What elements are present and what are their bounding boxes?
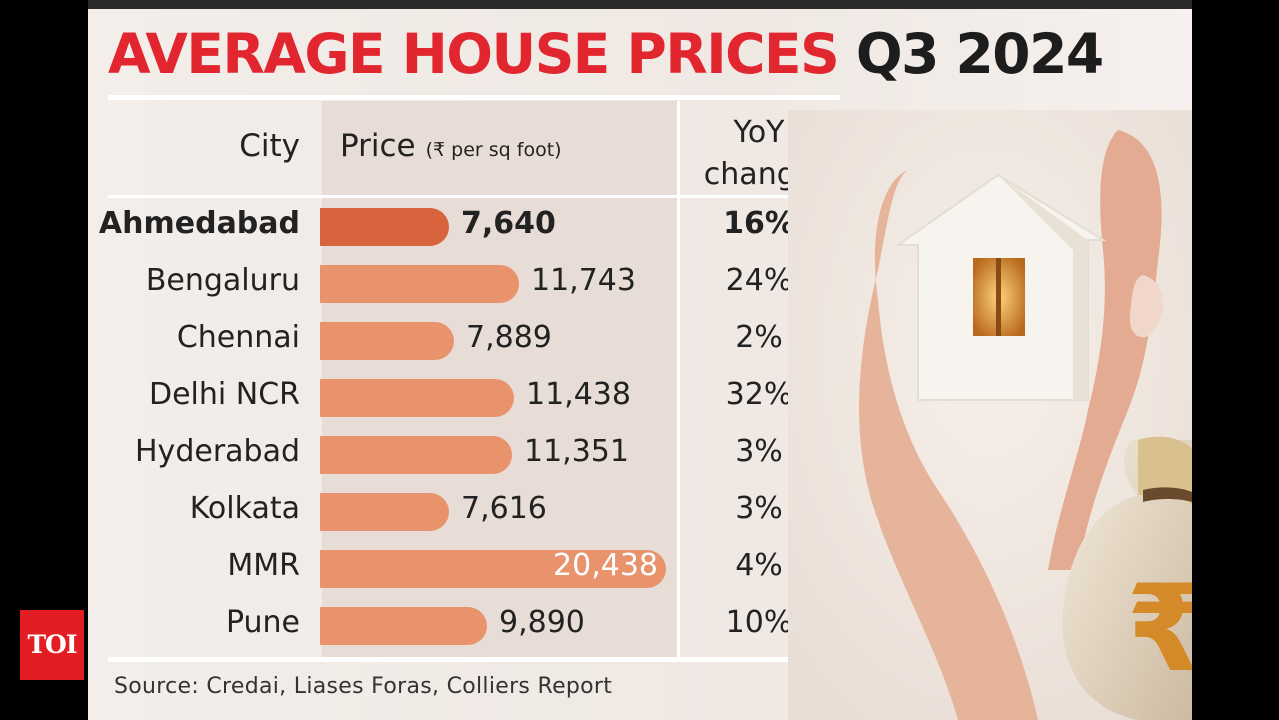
yoy-change-label: 32% — [725, 377, 793, 412]
infographic: AVERAGE HOUSE PRICES Q3 2024 City Price (… — [88, 0, 1192, 720]
price-bar — [320, 550, 666, 588]
header-city: City — [239, 128, 300, 164]
yoy-change-label: 3% — [735, 434, 783, 469]
header-price-unit: (₹ per sq foot) — [425, 139, 562, 161]
column-divider — [677, 101, 680, 657]
price-bar — [320, 322, 454, 360]
divider-header — [108, 195, 840, 198]
source-note: Source: Credai, Liases Foras, Colliers R… — [114, 674, 613, 699]
header-price: Price (₹ per sq foot) — [340, 128, 562, 164]
money-bag-icon: ₹ — [1062, 436, 1192, 720]
bar-chart: Ahmedabad 7,640 16% Bengaluru 11,743 24% Chenn… — [88, 0, 848, 720]
city-label: Ahmedabad — [98, 206, 300, 241]
price-value-label: 7,640 — [461, 206, 556, 241]
price-value-label: 7,616 — [461, 491, 547, 526]
yoy-change-label: 16% — [723, 206, 795, 241]
illustration: ₹ — [788, 110, 1192, 720]
rupee-icon: ₹ — [1126, 560, 1192, 699]
price-value-label: 11,351 — [524, 434, 629, 469]
header-price-label: Price — [340, 128, 416, 164]
yoy-change-label: 24% — [725, 263, 793, 298]
yoy-change-label: 10% — [725, 605, 793, 640]
top-border — [88, 0, 1192, 9]
house-icon — [894, 173, 1107, 401]
yoy-change-label: 4% — [735, 548, 783, 583]
price-bar — [320, 607, 487, 645]
price-bar — [320, 208, 449, 246]
yoy-change-label: 2% — [735, 320, 783, 355]
city-label: Bengaluru — [145, 263, 300, 298]
price-bar — [320, 436, 512, 474]
title-main: AVERAGE HOUSE PRICES — [108, 22, 840, 86]
city-label: Hyderabad — [135, 434, 300, 469]
toi-logo: TOI — [20, 610, 84, 680]
city-label: Kolkata — [189, 491, 300, 526]
price-value-label: 20,438 — [553, 548, 658, 583]
price-bar — [320, 265, 519, 303]
title-period: Q3 2024 — [855, 22, 1104, 86]
price-bar — [320, 493, 449, 531]
city-label: Delhi NCR — [148, 377, 300, 412]
divider-top — [108, 95, 840, 100]
divider-bottom — [108, 657, 840, 662]
city-label: MMR — [227, 548, 300, 583]
price-value-label: 11,743 — [531, 263, 636, 298]
city-label: Pune — [225, 605, 300, 640]
yoy-change-label: 3% — [735, 491, 783, 526]
chart-title: AVERAGE HOUSE PRICES Q3 2024 — [108, 18, 1104, 90]
price-value-label: 7,889 — [466, 320, 552, 355]
price-value-label: 9,890 — [499, 605, 585, 640]
city-label: Chennai — [176, 320, 300, 355]
price-value-label: 11,438 — [526, 377, 631, 412]
price-bar — [320, 379, 514, 417]
